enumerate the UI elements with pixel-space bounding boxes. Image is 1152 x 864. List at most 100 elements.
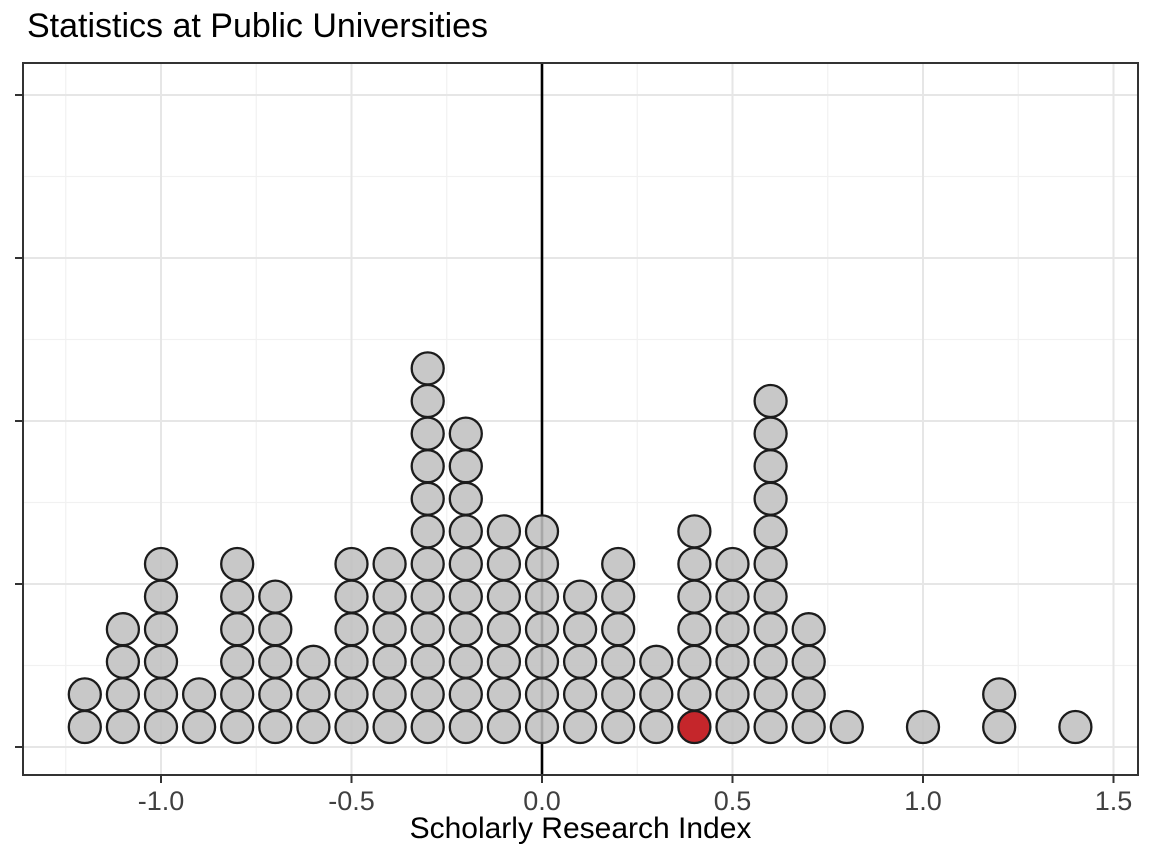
dot <box>105 709 141 745</box>
dot <box>486 677 522 712</box>
dot <box>905 709 941 745</box>
dot <box>105 644 141 679</box>
dot <box>677 612 712 647</box>
dot <box>220 579 255 614</box>
dot <box>791 677 826 712</box>
dot <box>486 709 522 745</box>
dot <box>410 677 445 712</box>
dot <box>220 546 255 582</box>
dot <box>448 514 483 549</box>
dot <box>753 481 788 516</box>
dot <box>372 644 407 679</box>
dot <box>486 644 522 679</box>
dot <box>982 677 1017 712</box>
dot <box>448 677 483 712</box>
x-axis-title: Scholarly Research Index <box>409 812 752 845</box>
dot <box>486 612 522 647</box>
dot <box>448 709 483 745</box>
dot <box>486 546 522 582</box>
dot <box>791 709 826 745</box>
dot <box>67 677 102 712</box>
dot <box>334 677 369 712</box>
dot <box>753 612 788 647</box>
dot <box>143 709 179 745</box>
dot <box>220 612 255 647</box>
dot <box>334 579 369 614</box>
dot <box>601 644 636 679</box>
dot <box>448 612 483 647</box>
dot <box>258 709 293 745</box>
dot <box>410 481 445 516</box>
x-axis-tick-label: 1.5 <box>1095 786 1133 816</box>
dot <box>715 644 750 679</box>
dot <box>372 612 407 647</box>
dot <box>372 677 407 712</box>
dot <box>677 514 712 549</box>
dot <box>372 546 407 582</box>
dot <box>486 579 522 614</box>
dot <box>410 644 445 679</box>
dot <box>562 709 598 745</box>
dot <box>296 644 331 679</box>
dot <box>524 579 560 614</box>
dot <box>410 709 445 745</box>
dot <box>143 644 179 679</box>
dot <box>143 546 179 582</box>
dot <box>715 579 750 614</box>
dot <box>181 677 217 712</box>
highlighted-dot <box>677 709 712 745</box>
dot <box>258 579 293 614</box>
x-axis-tick-label: 0.5 <box>714 786 752 816</box>
dot <box>753 677 788 712</box>
dot <box>601 612 636 647</box>
dot <box>524 514 560 549</box>
dot <box>524 612 560 647</box>
dot <box>753 383 788 419</box>
dot <box>334 546 369 582</box>
dot <box>753 416 788 451</box>
dot <box>372 579 407 614</box>
dot <box>601 709 636 745</box>
dot <box>753 546 788 582</box>
dot <box>791 612 826 647</box>
dot <box>601 546 636 582</box>
dot <box>410 612 445 647</box>
dot <box>486 514 522 549</box>
dot <box>410 546 445 582</box>
dot <box>715 677 750 712</box>
dot <box>67 709 102 745</box>
dot <box>677 644 712 679</box>
chart-title: Statistics at Public Universities <box>27 7 489 45</box>
dot <box>220 644 255 679</box>
dot <box>143 677 179 712</box>
dot <box>524 677 560 712</box>
dot <box>448 644 483 679</box>
dot <box>220 677 255 712</box>
dot <box>410 449 445 484</box>
dot <box>677 579 712 614</box>
dot <box>334 612 369 647</box>
dot <box>410 351 445 386</box>
dot <box>639 677 674 712</box>
dot <box>220 709 255 745</box>
dot <box>677 546 712 582</box>
dot <box>1058 709 1093 745</box>
dot <box>448 546 483 582</box>
x-axis-tick-label: 1.0 <box>904 786 942 816</box>
x-axis-tick-label: -0.5 <box>328 786 375 816</box>
dot <box>982 709 1017 745</box>
dot <box>601 677 636 712</box>
dot <box>410 514 445 549</box>
dot <box>334 709 369 745</box>
dot <box>181 709 217 745</box>
dot <box>524 546 560 582</box>
dot <box>410 383 445 419</box>
dot <box>562 677 598 712</box>
dot <box>601 579 636 614</box>
dot <box>791 644 826 679</box>
dot <box>753 709 788 745</box>
dot <box>448 579 483 614</box>
dot <box>448 416 483 451</box>
